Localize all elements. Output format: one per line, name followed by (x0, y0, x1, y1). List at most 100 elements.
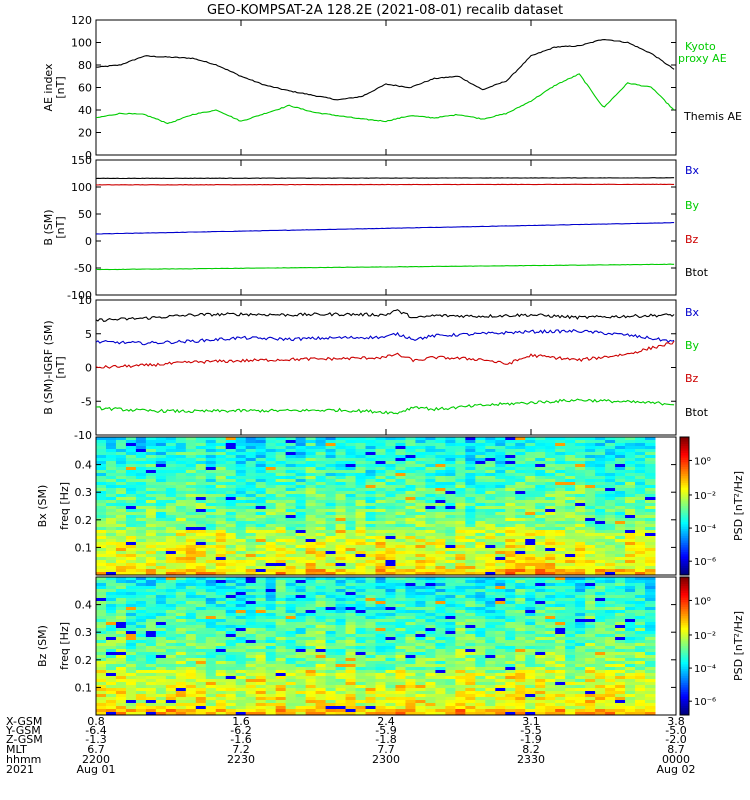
spectrogram-cell (525, 649, 536, 653)
spectrogram-cell (255, 554, 267, 558)
spectrogram-cell (325, 667, 337, 671)
colorbar-cell (680, 568, 689, 571)
spectrogram-cell (155, 607, 167, 611)
spectrogram-cell (375, 664, 386, 668)
spectrogram-cell (255, 577, 267, 581)
spectrogram-cell (305, 566, 317, 570)
spectrogram-cell (215, 604, 227, 608)
spectrogram-cell (255, 601, 267, 605)
spectrogram-cell (555, 506, 566, 510)
spectrogram-cell (385, 500, 396, 504)
spectrogram-cell (385, 679, 396, 683)
spectrogram-cell (535, 563, 546, 567)
spectrogram-cell (565, 542, 576, 546)
spectrogram-cell (435, 569, 446, 573)
spectrogram-cell (425, 646, 436, 650)
spectrogram-cell (565, 566, 576, 570)
spectrogram-cell (475, 613, 486, 617)
spectrogram-cell (395, 652, 406, 656)
spectrogram-cell (255, 583, 267, 587)
colorbar-cell (680, 437, 689, 440)
spectrogram-cell (375, 589, 386, 593)
spectrogram-cell (525, 622, 536, 626)
spectrogram-cell (275, 577, 287, 581)
spectrogram-cell (345, 676, 357, 680)
spectrogram-cell (385, 491, 396, 495)
spectrogram-cell (465, 643, 476, 647)
spectrogram-cell (505, 685, 516, 689)
spectrogram-cell (225, 634, 237, 638)
spectrogram-cell (305, 676, 317, 680)
spectrogram-cell (535, 449, 546, 453)
spectrogram-cell (455, 592, 466, 596)
spectrogram-cell (515, 661, 526, 665)
spectrogram-cell (525, 577, 536, 581)
spectrogram-cell (565, 536, 576, 540)
spectrogram-cell (355, 506, 367, 510)
spectrogram-cell (425, 607, 436, 611)
spectrogram-cell (285, 476, 297, 480)
spectrogram-cell (285, 542, 297, 546)
spectrogram-cell (305, 703, 317, 707)
spectrogram-cell (445, 482, 456, 486)
spectrogram-cell (345, 628, 357, 632)
spectrogram-cell (365, 449, 376, 453)
spectrogram-cell (225, 700, 237, 704)
spectrogram-cell (495, 703, 506, 707)
spectrogram-cell (475, 622, 486, 626)
spectrogram-cell (135, 673, 147, 677)
spectrogram-cell (475, 703, 486, 707)
spectrogram-cell (555, 634, 566, 638)
spectrogram-cell (325, 437, 337, 441)
spectrogram-cell (515, 670, 526, 674)
spectrogram-cell (285, 560, 297, 564)
spectrogram-cell (395, 563, 406, 567)
spectrogram-cell (325, 566, 337, 570)
spectrogram-cell (245, 622, 257, 626)
spectrogram-cell (545, 643, 556, 647)
spectrogram-cell (265, 563, 277, 567)
spectrogram-cell (475, 551, 486, 555)
spectrogram-cell (225, 527, 237, 531)
spectrogram-cell (305, 583, 317, 587)
spectrogram-cell (315, 622, 327, 626)
spectrogram-cell (495, 530, 506, 534)
spectrogram-cell (425, 500, 436, 504)
spectrogram-cell (625, 536, 636, 540)
spectrogram-cell (325, 637, 337, 641)
spectrogram-cell (535, 485, 546, 489)
spectrogram-cell (265, 572, 277, 576)
spectrogram-cell (355, 569, 367, 573)
spectrogram-cell (505, 706, 516, 710)
spectrogram-cell (405, 536, 416, 540)
spectrogram-cell (645, 503, 656, 507)
spectrogram-cell (585, 563, 596, 567)
spectrogram-cell (115, 452, 127, 456)
spectrogram-cell (425, 437, 436, 441)
spectrogram-cell (305, 646, 317, 650)
spectrogram-cell (515, 667, 526, 671)
spectrogram-cell (305, 643, 317, 647)
spectrogram-cell (265, 533, 277, 537)
spectrogram-cell (215, 521, 227, 525)
spectrogram-cell (365, 527, 376, 531)
spectrogram-cell (565, 703, 576, 707)
spectrogram-cell (185, 703, 197, 707)
spectrogram-cell (375, 694, 386, 698)
spectrogram-cell (235, 452, 247, 456)
spectrogram-cell (315, 515, 327, 519)
spectrogram-cell (285, 554, 297, 558)
y-axis-unit: [nT] (54, 76, 67, 98)
spectrogram-cell (175, 655, 187, 659)
spectrogram-cell (605, 563, 616, 567)
spectrogram-cell (245, 473, 257, 477)
spectrogram-cell (315, 595, 327, 599)
spectrogram-cell (265, 569, 277, 573)
spectrogram-cell (305, 688, 317, 692)
spectrogram-cell (535, 446, 546, 450)
spectrogram-cell (135, 622, 147, 626)
spectrogram-cell (375, 577, 386, 581)
spectrogram-cell (215, 437, 227, 441)
spectrogram-cell (205, 554, 217, 558)
spectrogram-cell (215, 494, 227, 498)
